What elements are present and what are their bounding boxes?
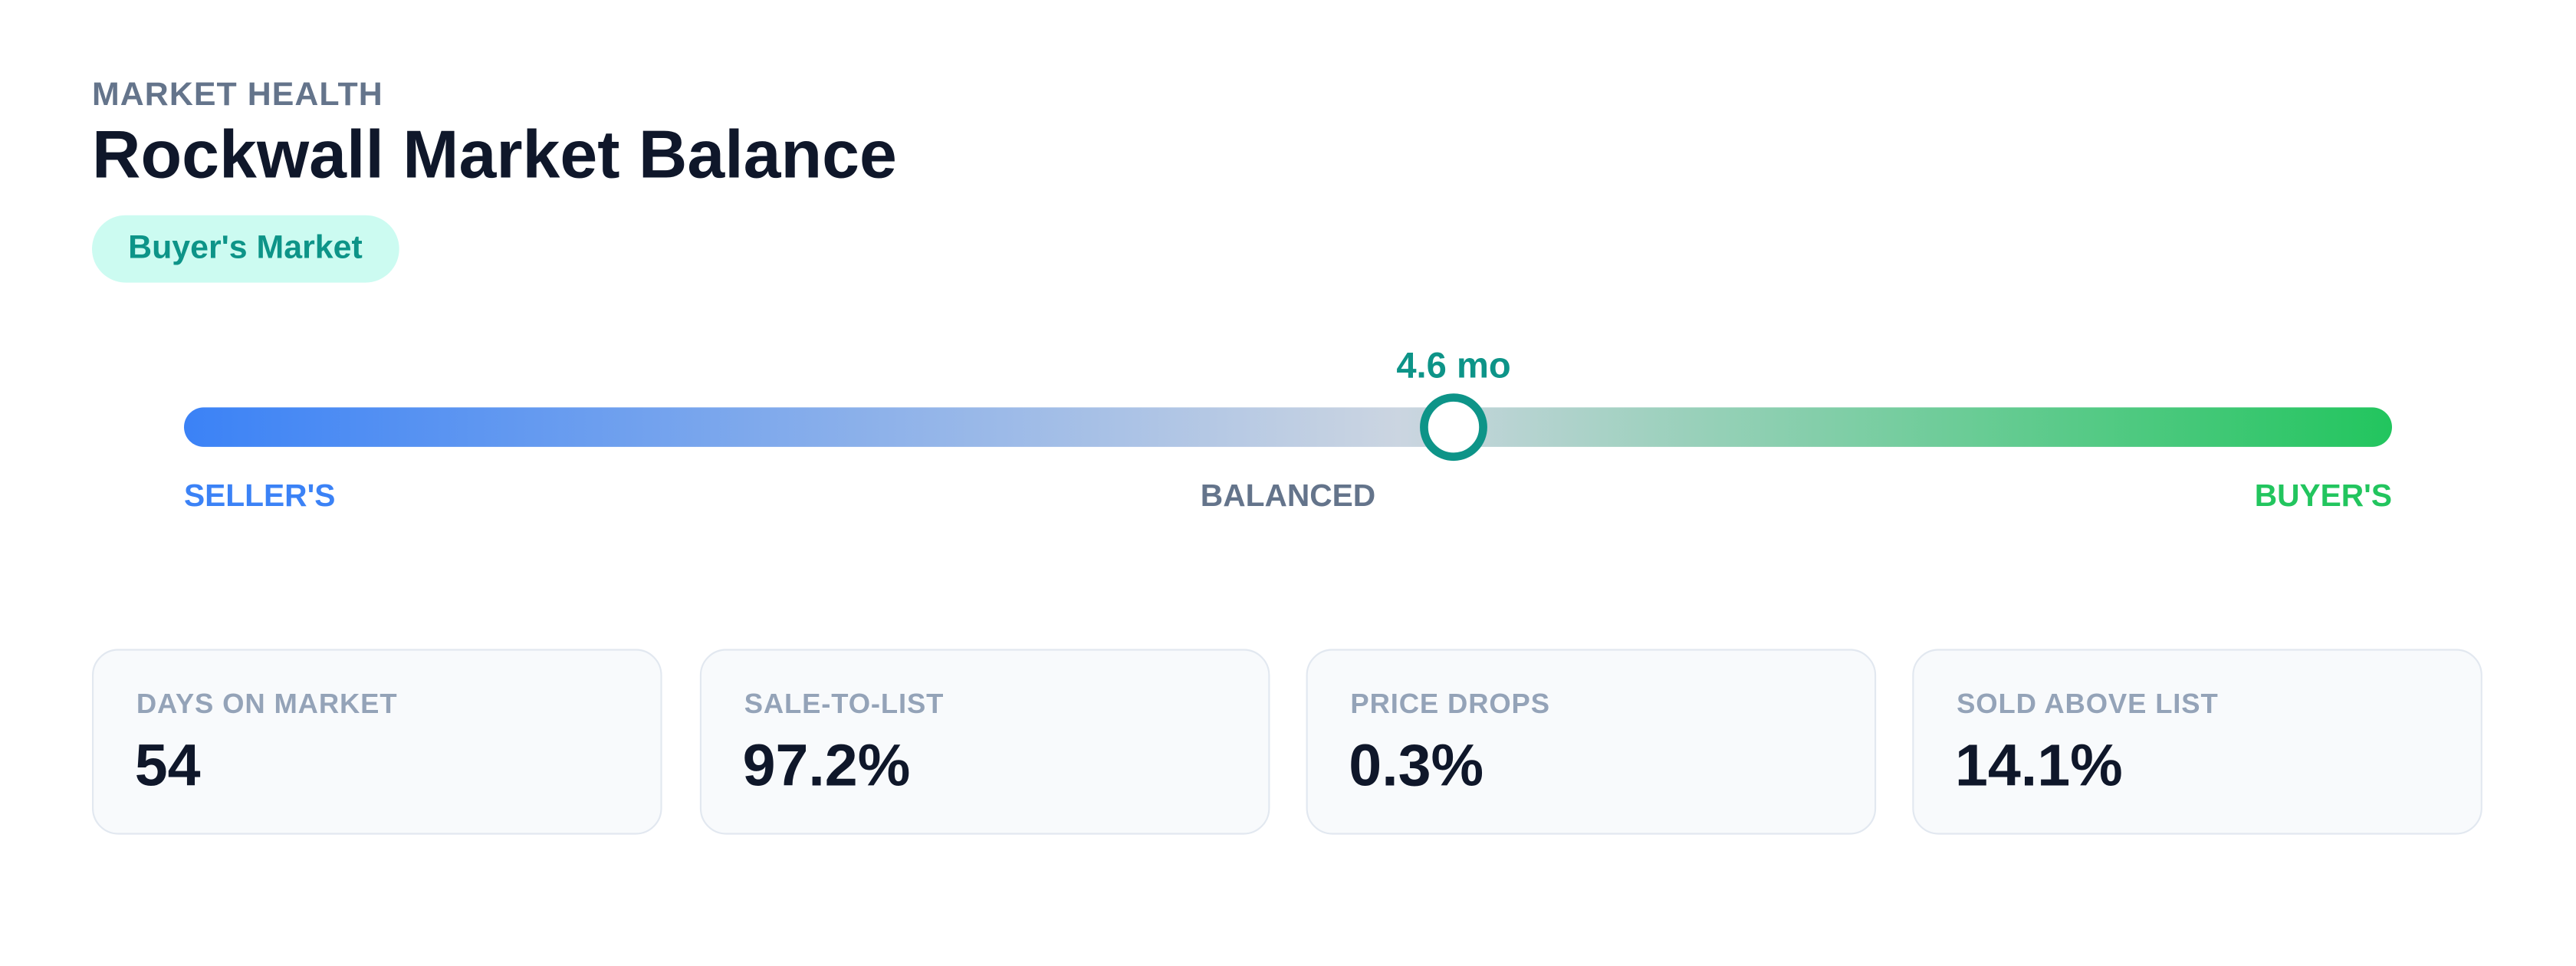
- metric-label: PRICE DROPS: [1350, 688, 1550, 720]
- gauge: 4.6 mo SELLER'S BALANCED BUYER'S: [184, 344, 2392, 513]
- metric-label: SALE-TO-LIST: [744, 688, 945, 720]
- metric-card: DAYS ON MARKET 54: [92, 649, 662, 835]
- metric-value: 97.2%: [742, 731, 911, 799]
- metric-value: 54: [134, 731, 201, 799]
- metric-card: SOLD ABOVE LIST 14.1%: [1912, 649, 2482, 835]
- badge: Buyer's Market: [92, 215, 399, 283]
- gauge-scale-label: BALANCED: [1201, 478, 1375, 513]
- metric-label: DAYS ON MARKET: [136, 688, 398, 720]
- metric-value: 14.1%: [1955, 731, 2123, 799]
- gauge-value-label: 4.6 mo: [1396, 344, 1510, 385]
- gauge-marker: [1420, 393, 1487, 462]
- title: Rockwall Market Balance: [92, 117, 897, 192]
- metric-label: SOLD ABOVE LIST: [1957, 688, 2219, 720]
- gauge-scale-label: SELLER'S: [184, 478, 335, 513]
- metric-value: 0.3%: [1349, 731, 1484, 799]
- eyebrow: MARKET HEALTH: [92, 77, 383, 113]
- metric-card: SALE-TO-LIST 97.2%: [699, 649, 1270, 835]
- gauge-track: [184, 407, 2392, 447]
- gauge-scale-label: BUYER'S: [2255, 478, 2392, 513]
- metric-card: PRICE DROPS 0.3%: [1306, 649, 1877, 835]
